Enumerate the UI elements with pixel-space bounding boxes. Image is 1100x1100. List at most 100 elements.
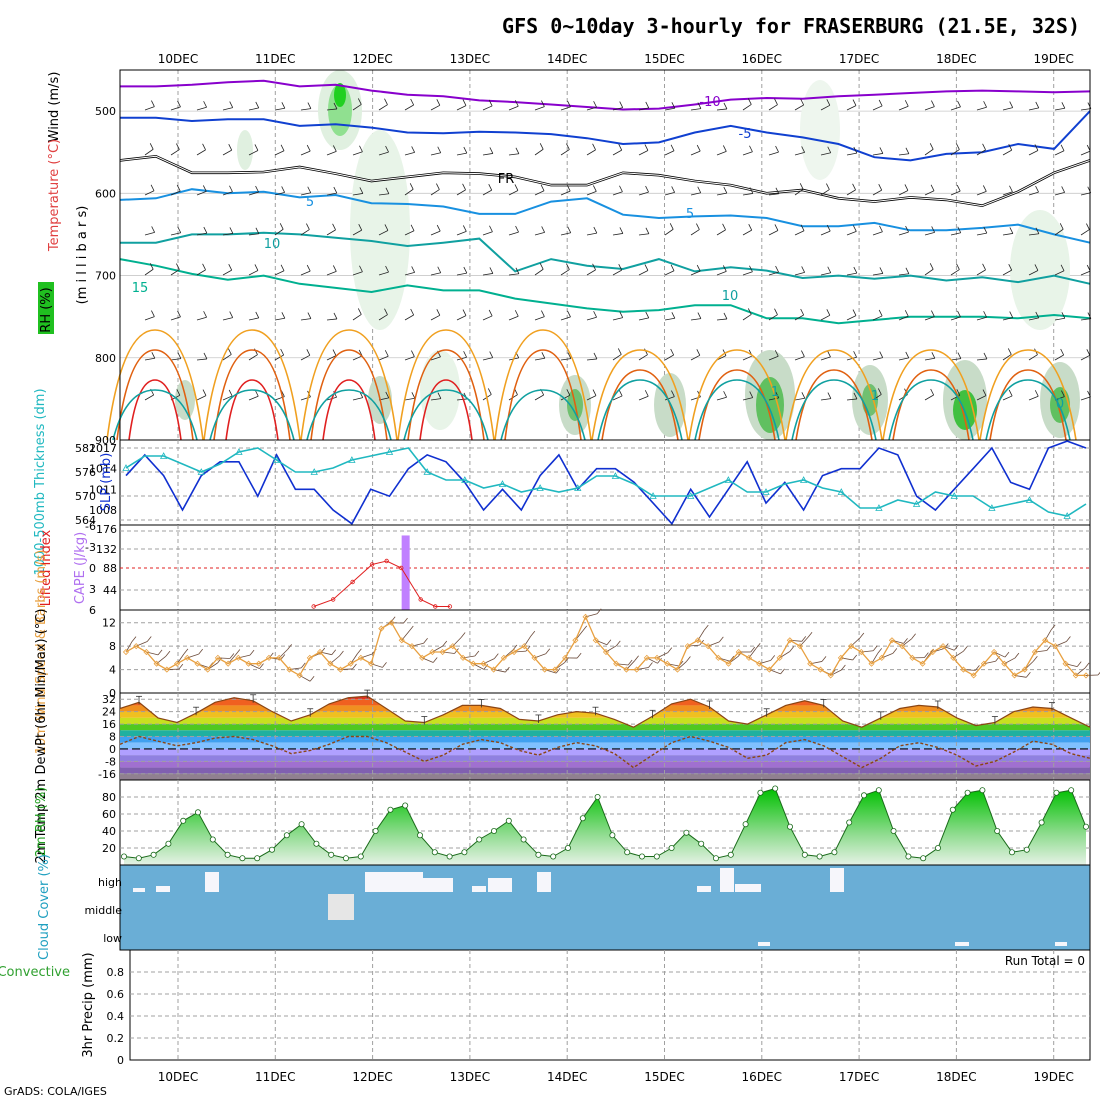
wind-barb (482, 153, 493, 156)
cloud-block (697, 886, 711, 892)
wind-barb (430, 104, 441, 111)
wind-barb-flag (827, 146, 832, 153)
rh-marker (224, 851, 231, 858)
wind-barb (924, 316, 935, 321)
wind-barb (300, 108, 311, 111)
wind-barb (430, 314, 441, 321)
surface-barb-flag (235, 649, 241, 655)
wind-barb (742, 193, 753, 196)
rh-marker (298, 821, 305, 828)
wind-barb-flag (749, 145, 753, 152)
wind-barb-flag (722, 223, 726, 231)
wind-barb-flag (723, 186, 728, 194)
wind-barb-flag (618, 263, 623, 271)
wind-barb-flag (254, 264, 259, 271)
day-labels-bottom: 10DEC 11DEC 12DEC 13DEC 14DEC 15DEC 16DEC 17DEC… (158, 1070, 1074, 1084)
cloud-label: Cloud Cover (%) (37, 854, 52, 960)
contour-label: -10 (699, 95, 720, 110)
surface-barb-flag (667, 647, 673, 653)
wind-barb (768, 151, 779, 156)
cape-tick: 88 (103, 562, 117, 575)
wind-barb (300, 229, 310, 236)
day-label-top: 15DEC (644, 52, 684, 66)
wind-barb (716, 318, 727, 321)
li-tick: -3 (85, 541, 96, 554)
wind-barb (1002, 317, 1013, 321)
day-label-top: 19DEC (1033, 52, 1073, 66)
wind-barb-flag (645, 227, 650, 234)
wind-barb (430, 272, 441, 276)
wind-barb-flag (670, 348, 675, 356)
wind-barb-flag (567, 352, 572, 359)
wind-barb-flag (202, 185, 207, 192)
wind-barb (248, 270, 259, 276)
wind-barb-flag (645, 311, 650, 319)
surface-barb-flag (596, 608, 602, 615)
wind-barb (378, 151, 389, 156)
wind-barb (560, 358, 571, 361)
wind-barb (976, 269, 986, 276)
wind-barb-flag (228, 263, 233, 271)
wind-barb-flag (384, 308, 388, 315)
wind-barb-flag (462, 183, 466, 191)
slp-tick: 1008 (89, 504, 117, 517)
thickness-marker (649, 492, 657, 499)
wind-barb-flag (671, 102, 676, 109)
wind-barb-flag (254, 144, 259, 151)
thickness-tick: 582 (75, 442, 96, 455)
wind-barb (326, 192, 337, 196)
low-isotherm (694, 379, 780, 441)
wind-barb (560, 190, 571, 196)
wind-barb (378, 193, 389, 196)
wind-marker (122, 648, 130, 656)
wind-barb-flag (306, 264, 311, 272)
temp-tick: -16 (98, 768, 116, 781)
wind-barb-flag (281, 186, 286, 193)
wind-barb-flag (1060, 348, 1065, 356)
rh-panel: 80 60 40 20 2m RH (%) (34, 779, 1091, 866)
day-label-top: 17DEC (839, 52, 879, 66)
wind-barb (300, 150, 311, 156)
wind-barb (1002, 354, 1012, 361)
wind-barb-flag (1086, 349, 1091, 356)
thickness-marker (724, 476, 733, 483)
wind-barb-flag (1009, 101, 1014, 108)
wind-marker (163, 666, 170, 673)
wind-barb-flag (177, 310, 181, 318)
li-marker (433, 604, 438, 609)
surface-barb-flag (729, 655, 735, 662)
rh-marker (416, 832, 423, 839)
temp-band (120, 730, 1090, 737)
wind-marker (980, 660, 987, 667)
wind-barb-flag (410, 224, 415, 231)
surface-barb-flag (821, 656, 827, 662)
wind-marker (490, 666, 497, 673)
wind-barb (664, 396, 675, 401)
wind-marker (276, 654, 283, 661)
surface-barb-flag (872, 645, 878, 651)
surface-barb-flag (911, 633, 916, 640)
surface-barb-flag (1004, 651, 1010, 658)
wind-barb-flag (619, 101, 624, 108)
wind-barb-flag (384, 98, 388, 105)
wind-marker (439, 648, 446, 656)
wind-barb (170, 232, 181, 236)
thickness-marker (159, 452, 168, 459)
wind-barb-flag (279, 223, 284, 230)
wind-barb (976, 106, 987, 111)
wind-marker (153, 660, 160, 667)
slp-label: SLP (mb) (99, 453, 114, 512)
wind-marker (449, 643, 456, 650)
surface-barb-flag (780, 668, 785, 675)
wind-barb-flag (203, 311, 207, 318)
low-isotherm (979, 349, 1077, 441)
wind-barb-flag (852, 225, 857, 232)
wind-barb (872, 273, 883, 276)
wind-barb (846, 356, 857, 361)
surface-barb-flag (1026, 672, 1031, 678)
wind-barb-flag (514, 100, 519, 107)
surface-barb-flag (217, 657, 222, 664)
cape-grid (120, 525, 1090, 610)
wind-barb-flag (176, 143, 180, 150)
rh-marker (683, 829, 690, 836)
